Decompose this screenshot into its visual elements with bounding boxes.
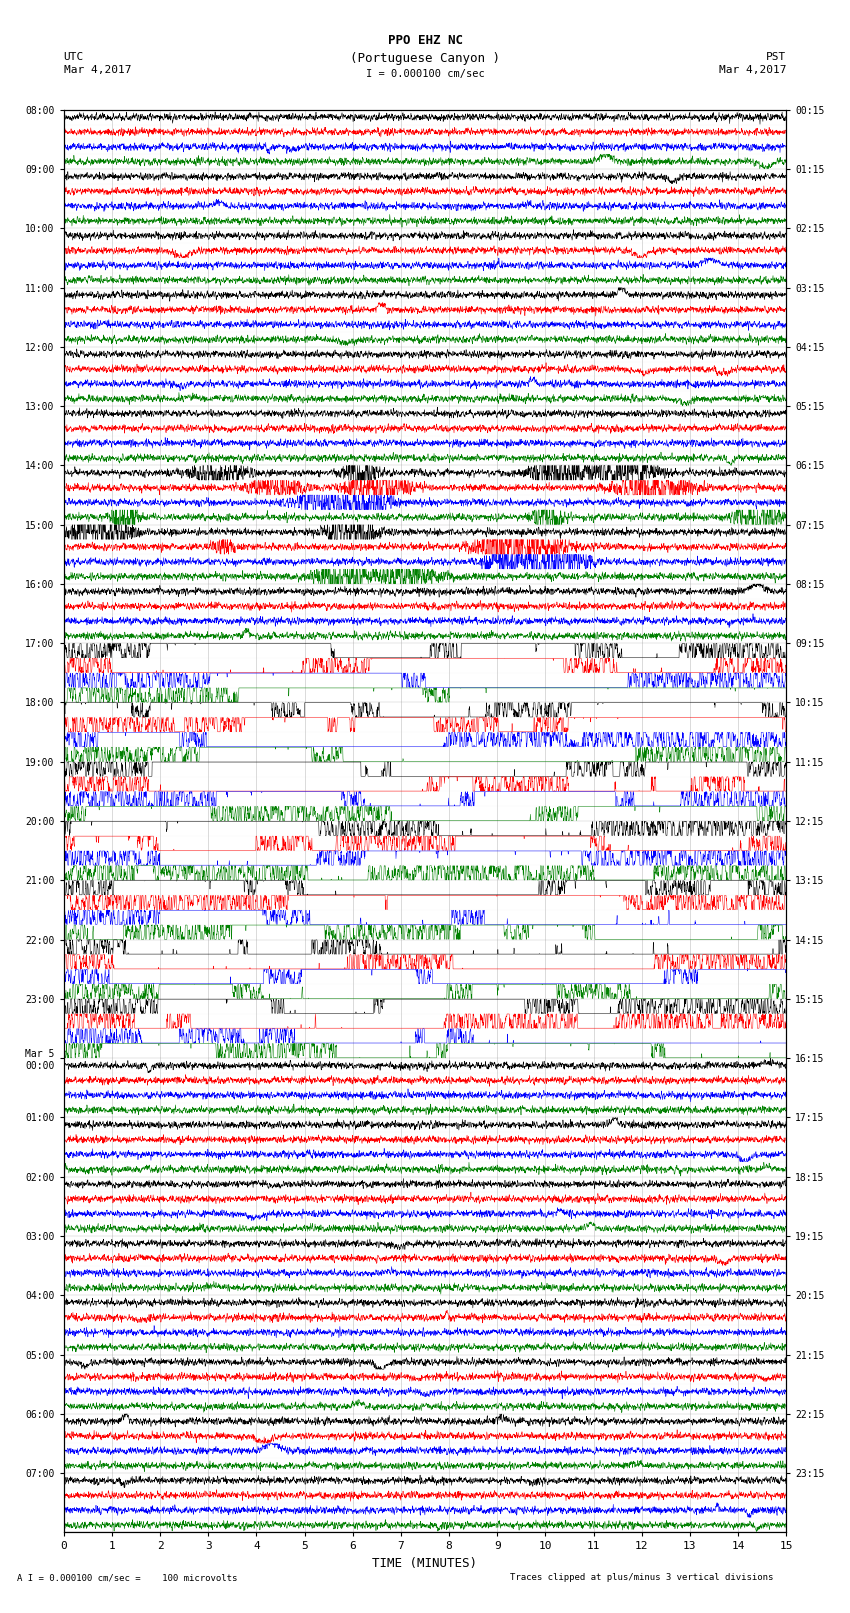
Text: A I = 0.000100 cm/sec =    100 microvolts: A I = 0.000100 cm/sec = 100 microvolts [17,1573,237,1582]
Text: I = 0.000100 cm/sec: I = 0.000100 cm/sec [366,69,484,79]
Text: PST: PST [766,52,786,61]
Text: UTC: UTC [64,52,84,61]
Text: Mar 4,2017: Mar 4,2017 [64,65,131,74]
Text: PPO EHZ NC: PPO EHZ NC [388,34,462,47]
Text: (Portuguese Canyon ): (Portuguese Canyon ) [350,52,500,65]
X-axis label: TIME (MINUTES): TIME (MINUTES) [372,1557,478,1569]
Text: Mar 4,2017: Mar 4,2017 [719,65,786,74]
Text: Traces clipped at plus/minus 3 vertical divisions: Traces clipped at plus/minus 3 vertical … [510,1573,774,1582]
